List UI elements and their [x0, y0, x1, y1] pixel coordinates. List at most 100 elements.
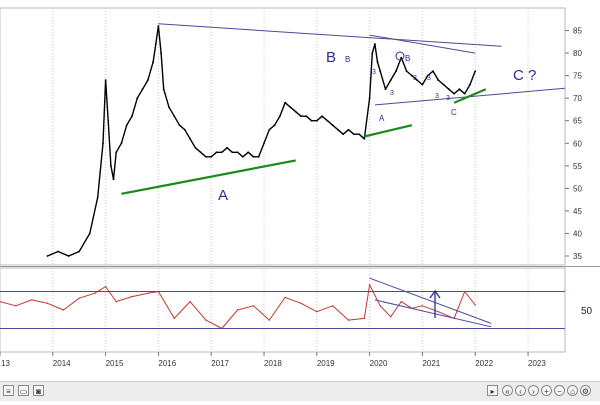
price-point: [109, 164, 112, 167]
price-point: [88, 232, 91, 235]
oscillator-point: [173, 317, 175, 320]
oscillator-point: [474, 304, 476, 306]
price-point: [78, 250, 81, 253]
price-point: [46, 255, 49, 257]
price-point: [352, 133, 355, 136]
price-y-tick-label: 35: [573, 252, 582, 261]
price-point: [376, 61, 379, 64]
price-point: [96, 196, 99, 199]
wave-label-a: A: [218, 187, 228, 204]
price-point: [326, 119, 329, 122]
price-y-tick-label: 85: [573, 27, 582, 36]
price-point: [220, 151, 223, 154]
resistance-trendline: [158, 23, 502, 47]
price-point: [310, 119, 313, 122]
price-point: [107, 119, 110, 122]
price-point: [289, 106, 292, 109]
price-point: [131, 115, 133, 118]
price-point: [305, 115, 308, 118]
price-point: [284, 101, 287, 104]
price-point: [160, 52, 162, 54]
price-point: [358, 133, 360, 136]
oscillator-point: [62, 309, 65, 311]
oscillator-point: [421, 305, 424, 307]
price-point: [104, 79, 107, 82]
price-point: [183, 128, 186, 131]
price-point: [400, 56, 403, 59]
sub-label-3-c: 3: [413, 75, 417, 82]
x-tick-label: 2016: [158, 359, 176, 368]
price-point: [236, 151, 239, 154]
oscillator-point: [368, 284, 371, 286]
price-point: [247, 151, 250, 154]
oscillator-point: [379, 305, 381, 307]
oscillator-point: [347, 319, 350, 321]
price-y-tick-label: 80: [573, 49, 582, 58]
price-point: [173, 115, 176, 118]
price-point: [67, 255, 70, 257]
x-tick-label: 2015: [106, 359, 124, 368]
price-point: [115, 151, 118, 154]
support-trendline: [453, 88, 487, 104]
toolbar-print-button[interactable]: ▭: [18, 385, 29, 396]
support-trendline: [364, 124, 413, 138]
toolbar-zoom-in-icon[interactable]: +: [541, 385, 552, 396]
oscillator-reference-line: [374, 299, 492, 328]
price-point: [194, 146, 197, 149]
price-panel-frame: [0, 7, 566, 266]
price-y-tick-label: 50: [573, 184, 582, 193]
x-tick-label: 2020: [370, 359, 388, 368]
price-point: [315, 119, 318, 122]
price-point: [474, 70, 477, 73]
price-point: [395, 70, 397, 73]
toolbar-scroll-left-icon[interactable]: ‹: [515, 385, 526, 396]
price-point: [321, 115, 324, 118]
oscillator-point: [268, 319, 270, 321]
toolbar-settings-icon[interactable]: ⚙: [580, 385, 591, 396]
price-point: [447, 88, 450, 91]
price-point: [205, 155, 207, 158]
price-point: [268, 128, 271, 131]
price-point: [231, 151, 234, 154]
price-point: [426, 74, 429, 77]
oscillator-point: [15, 305, 17, 307]
price-y-tick-label: 75: [573, 72, 582, 81]
toolbar-zoom-out-icon[interactable]: −: [554, 385, 565, 396]
price-point: [416, 79, 419, 82]
price-point: [278, 115, 281, 118]
x-tick-label: 2022: [475, 359, 493, 368]
price-point: [469, 83, 471, 86]
price-point: [162, 88, 165, 91]
toolbar-scroll-start-icon[interactable]: «: [502, 385, 513, 396]
price-point: [125, 124, 128, 127]
price-point: [215, 151, 218, 154]
toolbar-menu-button[interactable]: ≡: [3, 385, 14, 396]
wave-b-circle-marker: [395, 51, 405, 61]
price-y-tick-label: 40: [573, 229, 582, 238]
sub-label-3-d: 3: [427, 75, 431, 82]
x-tick-label: 2021: [422, 359, 440, 368]
price-point: [300, 115, 302, 118]
price-point: [120, 142, 123, 145]
price-y-tick-label: 60: [573, 139, 582, 148]
price-point: [337, 128, 339, 131]
price-point: [199, 151, 202, 154]
price-point: [363, 137, 366, 140]
price-point: [347, 128, 350, 131]
price-point: [410, 74, 413, 77]
price-point: [374, 43, 376, 45]
price-point: [405, 70, 408, 73]
toolbar-snapshot-button[interactable]: ◙: [33, 385, 44, 396]
price-point: [458, 88, 461, 91]
toolbar-scroll-right-icon[interactable]: ›: [528, 385, 539, 396]
toolbar-scroll-end-button[interactable]: ▸: [487, 385, 498, 396]
price-point: [210, 155, 213, 158]
price-point: [294, 110, 297, 113]
oscillator-reference-line: [369, 277, 492, 324]
price-point: [432, 70, 434, 73]
toolbar-fit-icon[interactable]: ⌂: [567, 385, 578, 396]
oscillator-point: [94, 292, 96, 294]
annotation-layer: A B B C ? B A C 3 3 3 3 3 3: [218, 49, 536, 318]
